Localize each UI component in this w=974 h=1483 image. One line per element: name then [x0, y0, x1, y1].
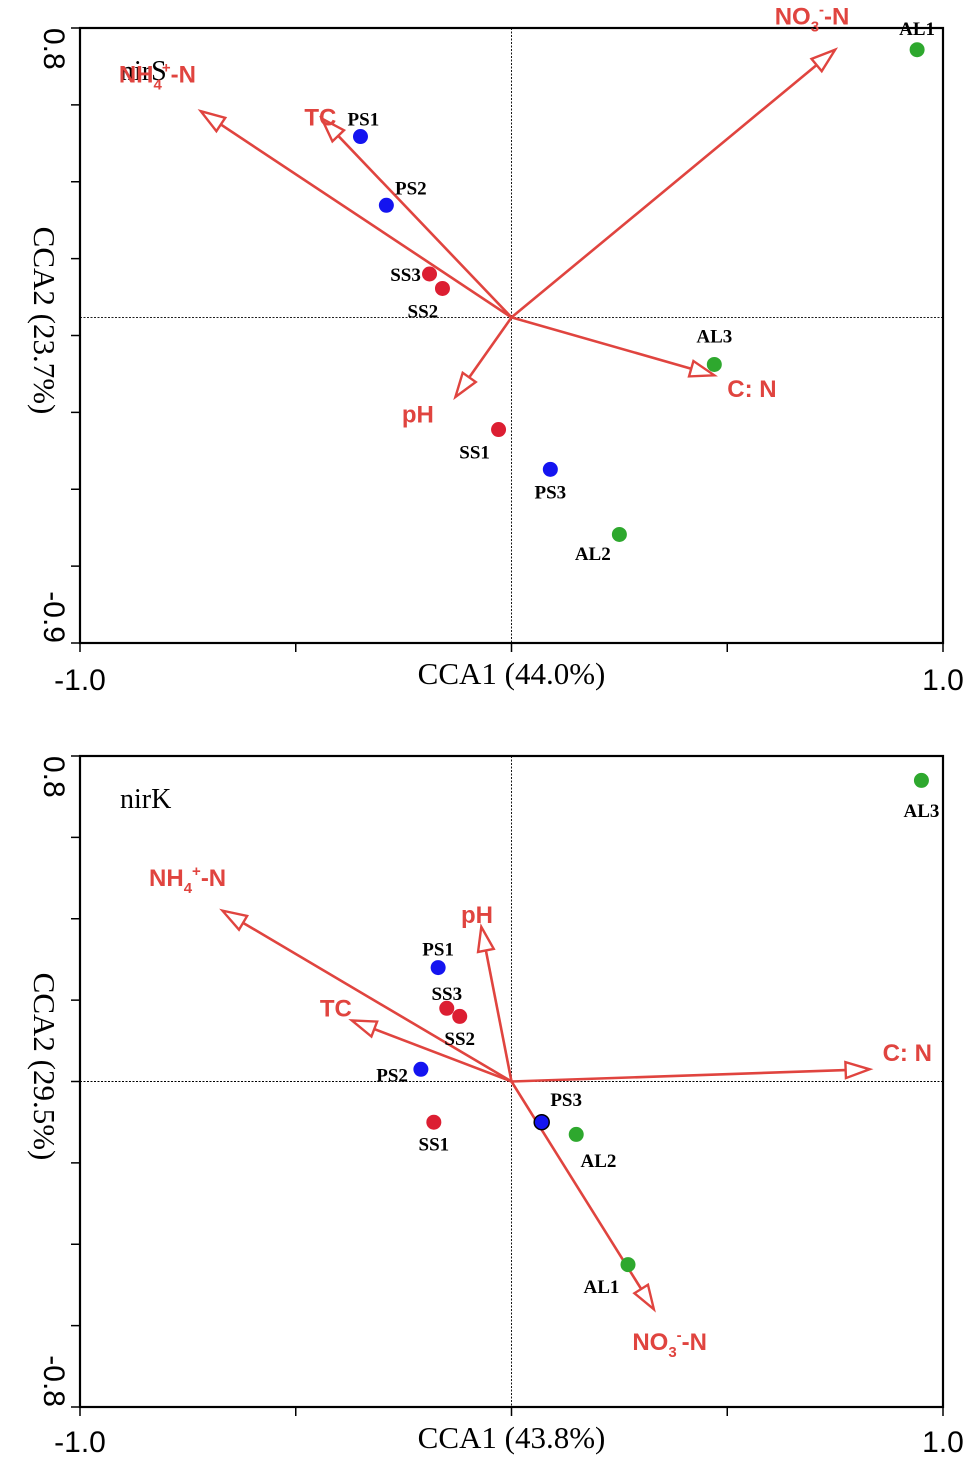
sample-label: PS1: [422, 939, 454, 960]
sample-label: SS2: [444, 1029, 475, 1050]
env-vector-label: NH4+-N: [119, 59, 196, 93]
x-axis-label: CCA1 (44.0%): [418, 656, 606, 691]
env-vector-arrowhead: [319, 115, 347, 144]
sample-point-AL3: [913, 772, 929, 788]
sample-label: AL3: [903, 801, 939, 822]
sample-point-AL3: [706, 356, 722, 372]
sample-point-AL1: [909, 42, 925, 58]
sample-label: SS3: [431, 984, 462, 1005]
env-vector-NO3--N: [510, 64, 818, 319]
sample-point-AL2: [568, 1126, 584, 1142]
sample-label: PS2: [395, 178, 427, 199]
sample-point-SS3: [422, 266, 438, 282]
sample-label: PS1: [348, 110, 380, 131]
sample-label: SS1: [459, 443, 490, 464]
y-tick-label: -0.9: [37, 591, 70, 643]
x-axis-label: CCA1 (43.8%): [418, 1420, 606, 1455]
sample-point-SS1: [426, 1114, 442, 1130]
env-vector-arrowhead: [632, 1282, 656, 1313]
env-vector-label: pH: [461, 902, 493, 929]
sample-label: SS3: [390, 265, 421, 286]
sample-label: AL2: [575, 544, 611, 565]
sample-label: AL3: [696, 327, 732, 348]
env-vector-arrowhead: [219, 908, 250, 932]
sample-point-PS1: [352, 129, 368, 145]
sample-label: AL2: [581, 1151, 617, 1172]
sample-point-PS1: [430, 960, 446, 976]
sample-label: SS1: [419, 1135, 450, 1156]
sample-label: PS3: [550, 1090, 582, 1111]
sample-label: PS3: [534, 482, 566, 503]
sample-point-PS2: [378, 197, 394, 213]
panel-title: nirS: [120, 56, 167, 87]
x-tick-label: -1.0: [54, 664, 106, 697]
x-tick-label: 1.0: [922, 664, 964, 697]
env-vector-NO3--N: [510, 1080, 643, 1290]
env-vector-label: TC: [320, 995, 352, 1022]
env-vector-label: C: N: [883, 1040, 932, 1067]
env-vector-C: N: [511, 316, 692, 370]
y-axis-label: CCA2 (29.5%): [27, 973, 62, 1161]
env-vector-label: pH: [402, 401, 434, 428]
env-vector-arrowhead: [844, 1060, 874, 1080]
env-vector-arrowhead: [197, 109, 228, 134]
y-axis-label: CCA2 (23.7%): [27, 227, 62, 415]
sample-point-AL1: [620, 1257, 636, 1273]
env-vector-NH4+-N: [242, 921, 513, 1083]
env-vector-label: TC: [304, 105, 336, 132]
sample-point-SS2: [452, 1008, 468, 1024]
y-tick-label: -0.8: [37, 1355, 70, 1407]
sample-label: PS2: [376, 1066, 408, 1087]
env-vector-TC: [373, 1027, 512, 1083]
sample-point-PS3: [542, 461, 558, 477]
env-vector-arrowhead: [453, 370, 478, 401]
env-vector-label: NH4+-N: [149, 863, 226, 897]
env-vector-pH: [484, 950, 513, 1082]
env-vector-label: C: N: [727, 376, 776, 403]
sample-point-PS3: [533, 1113, 550, 1131]
env-vector-arrowhead: [348, 1019, 379, 1039]
sample-label: AL1: [899, 19, 935, 40]
env-vector-C: N: [511, 1068, 846, 1083]
panel-title: nirK: [120, 784, 171, 815]
sample-point-AL2: [611, 526, 627, 542]
env-vector-arrowhead: [687, 359, 718, 378]
chart-panel-nirS: -1.0 1.0 0.8 -0.9 CCA1 (44.0%) CCA2 (23.7%) ni…: [27, 1, 964, 697]
env-vector-arrowhead: [809, 47, 839, 74]
env-vector-NH4+-N: [220, 123, 513, 319]
y-tick-label: 0.8: [37, 28, 70, 70]
env-vector-label: NO3--N: [632, 1327, 707, 1361]
chart-panel-nirK: -1.0 1.0 0.8 -0.8 CCA1 (43.8%) CCA2 (29.5%) ni…: [27, 754, 964, 1459]
y-tick-label: 0.8: [37, 756, 70, 798]
sample-label: AL1: [583, 1277, 619, 1298]
env-vector-pH: [468, 316, 513, 379]
env-vector-label: NO3--N: [775, 1, 850, 35]
sample-point-SS3: [439, 1000, 455, 1016]
sample-label: SS2: [408, 301, 439, 322]
env-vector-arrowhead: [476, 923, 496, 954]
env-vector-TC: [337, 134, 513, 319]
sample-point-PS2: [413, 1061, 429, 1077]
sample-point-SS1: [491, 422, 507, 438]
x-tick-label: -1.0: [54, 1426, 106, 1459]
sample-point-SS2: [434, 280, 450, 296]
x-tick-label: 1.0: [922, 1426, 964, 1459]
